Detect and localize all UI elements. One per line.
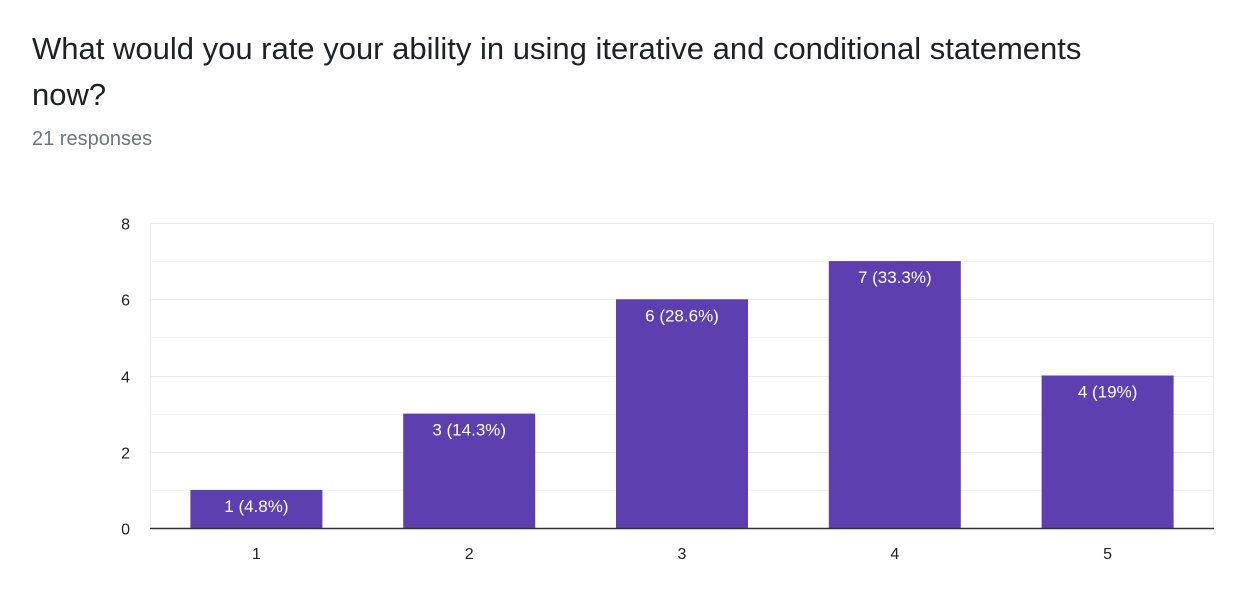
y-tick-label: 8 — [121, 217, 130, 234]
bar-data-label: 7 (33.3%) — [858, 268, 932, 287]
y-tick-label: 4 — [121, 370, 130, 387]
question-title: What would you rate your ability in usin… — [32, 31, 1082, 112]
bar[interactable] — [828, 261, 961, 528]
y-tick-label: 6 — [121, 293, 130, 310]
response-count: 21 responses — [32, 128, 153, 150]
bar[interactable] — [403, 413, 536, 528]
bar-data-label: 6 (28.6%) — [645, 306, 719, 325]
x-tick-label: 3 — [678, 546, 687, 563]
y-tick-label: 2 — [121, 446, 130, 463]
bar-data-label: 1 (4.8%) — [224, 497, 288, 516]
x-tick-label: 5 — [1103, 546, 1112, 563]
x-tick-label: 4 — [890, 546, 899, 563]
bar-data-label: 3 (14.3%) — [432, 421, 506, 440]
bar[interactable] — [190, 489, 323, 528]
bar[interactable] — [1041, 375, 1174, 529]
x-tick-label: 1 — [252, 546, 261, 563]
x-tick-label: 2 — [465, 546, 474, 563]
bar-data-label: 4 (19%) — [1078, 383, 1138, 402]
y-tick-label: 0 — [121, 522, 130, 539]
bar[interactable] — [616, 299, 748, 529]
